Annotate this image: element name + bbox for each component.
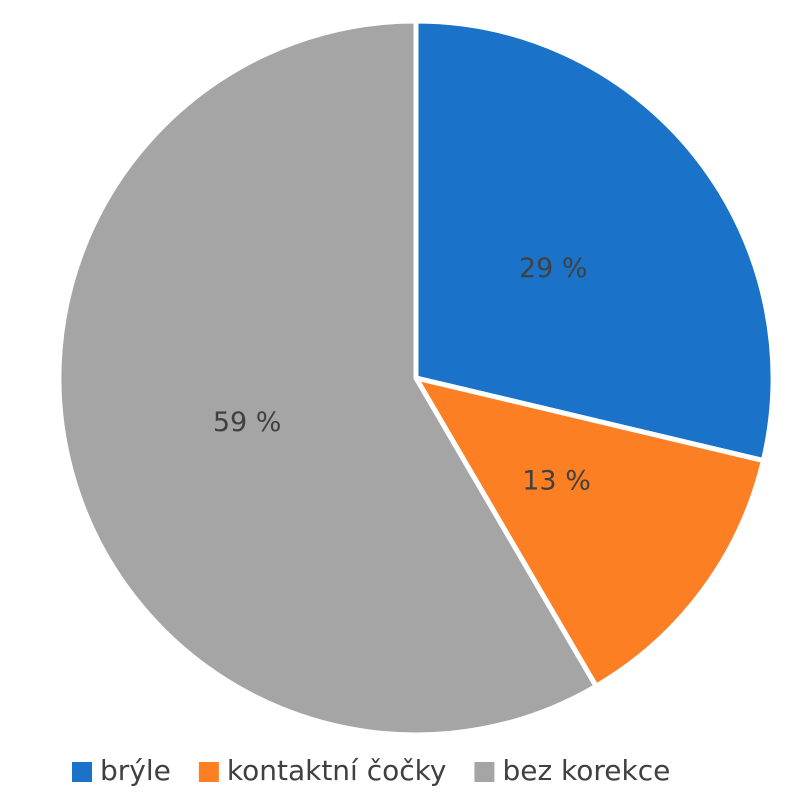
legend-swatch [198, 762, 219, 782]
pie-slice [56, 18, 599, 738]
data-label: 29 % [519, 253, 588, 284]
legend-label: kontaktní čočky [227, 754, 447, 787]
pie-slice [413, 375, 766, 689]
legend-label: bez korekce [502, 754, 670, 787]
data-label: 13 % [522, 466, 591, 497]
legend-swatch [474, 762, 495, 782]
pie-slice [413, 18, 776, 464]
data-label: 59 % [213, 407, 282, 438]
legend-swatch [72, 762, 92, 782]
legend-label: brýle [100, 754, 171, 787]
